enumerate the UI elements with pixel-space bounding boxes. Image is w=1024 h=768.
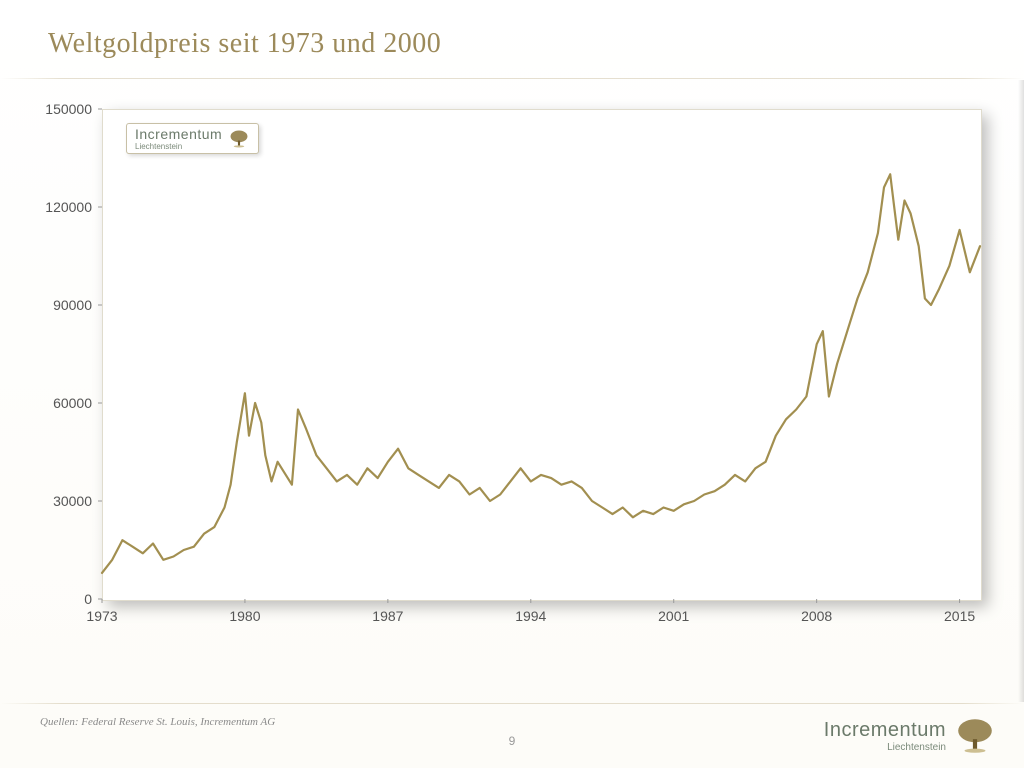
brand-sub: Liechtenstein	[135, 142, 222, 151]
svg-text:90000: 90000	[53, 297, 92, 313]
brand-name: Incrementum	[135, 126, 222, 142]
footer-brand-text: Incrementum Liechtenstein	[824, 719, 946, 753]
tree-icon	[954, 718, 996, 754]
svg-text:30000: 30000	[53, 493, 92, 509]
slide-title: Weltgoldpreis seit 1973 und 2000	[48, 28, 441, 60]
svg-text:1980: 1980	[229, 608, 260, 624]
y-axis: 0 30000 60000 90000 120000 150000	[45, 101, 102, 607]
tree-icon	[228, 130, 250, 148]
svg-text:2001: 2001	[658, 608, 689, 624]
svg-text:1987: 1987	[372, 608, 403, 624]
footer-brand-name: Incrementum	[824, 719, 946, 742]
slide-container: Weltgoldpreis seit 1973 und 2000 0 30000 6…	[0, 0, 1024, 768]
svg-text:150000: 150000	[45, 101, 92, 117]
footer-brand-sub: Liechtenstein	[824, 742, 946, 753]
svg-text:1994: 1994	[515, 608, 546, 624]
source-footnote: Quellen: Federal Reserve St. Louis, Incr…	[40, 716, 275, 728]
x-axis: 1973 1980 1987 1994 2001 2008 2015	[86, 599, 975, 624]
svg-text:1973: 1973	[86, 608, 117, 624]
line-chart-svg: 0 30000 60000 90000 120000 150000 1973 1980 198…	[30, 95, 990, 655]
rule-bottom	[0, 703, 1024, 704]
svg-text:0: 0	[84, 591, 92, 607]
rule-top	[0, 78, 1024, 79]
svg-text:2015: 2015	[944, 608, 975, 624]
right-edge-shadow	[1018, 80, 1024, 702]
brand-text: Incrementum Liechtenstein	[135, 126, 222, 151]
chart-area: 0 30000 60000 90000 120000 150000 1973 1980 198…	[30, 95, 990, 655]
svg-text:2008: 2008	[801, 608, 832, 624]
chart-logo-box: Incrementum Liechtenstein	[126, 123, 259, 154]
svg-text:60000: 60000	[53, 395, 92, 411]
footer-logo: Incrementum Liechtenstein	[824, 718, 996, 754]
series-line	[102, 174, 980, 573]
svg-text:120000: 120000	[45, 199, 92, 215]
